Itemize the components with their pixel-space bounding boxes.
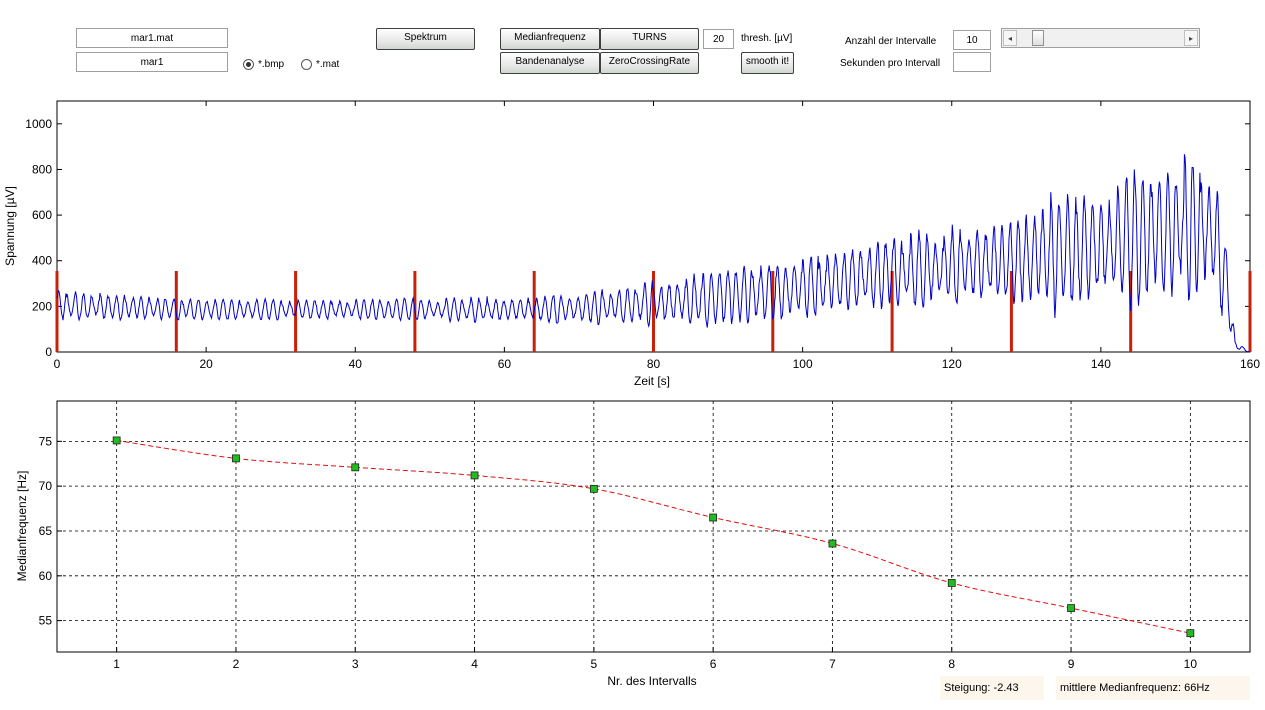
median-point <box>828 539 837 548</box>
format-label-bmp: *.bmp <box>258 59 285 70</box>
format-radio-bmp[interactable] <box>243 59 254 70</box>
signal-xtick-label: 80 <box>647 357 661 371</box>
turns-button[interactable]: TURNS <box>600 28 699 50</box>
median-ylabel: Medianfrequenz [Hz] <box>15 471 29 582</box>
spektrum-button[interactable]: Spektrum <box>376 28 475 50</box>
median-xtick-label: 6 <box>710 657 717 671</box>
median-ytick-label: 60 <box>39 569 53 583</box>
median-point <box>709 513 718 522</box>
signal-ytick-label: 800 <box>32 162 52 176</box>
zerocrossingrate-button[interactable]: ZeroCrossingRate <box>600 52 699 74</box>
median-point <box>947 579 956 587</box>
median-point <box>1186 629 1195 638</box>
signal-chart: 0 20 40 60 80 100 120 140 160 0 200 400 600 800 1000 Z… <box>3 100 1260 388</box>
signal-xtick-label: 160 <box>1240 357 1260 371</box>
signal-ytick-label: 0 <box>45 345 52 359</box>
median-xtick-label: 2 <box>233 657 240 671</box>
median-plot-area <box>56 400 1251 653</box>
signal-xlabel: Zeit [s] <box>634 374 670 388</box>
median-xlabel: Nr. des Intervalls <box>607 674 696 688</box>
seconds-per-interval-label: Sekunden pro Intervall <box>840 58 941 69</box>
signal-xtick-label: 60 <box>498 357 512 371</box>
signal-ytick-label: 600 <box>32 208 52 222</box>
median-ytick-label: 75 <box>39 434 53 448</box>
slope-label: Steigung: <box>944 682 991 694</box>
signal-xtick-label: 100 <box>793 357 813 371</box>
signal-ylabel: Spannung [µV] <box>3 186 17 266</box>
signal-ytick-label: 200 <box>32 299 52 313</box>
format-label-mat: *.mat <box>316 59 340 70</box>
signal-xtick-label: 20 <box>199 357 213 371</box>
median-xtick-label: 9 <box>1068 657 1075 671</box>
slider-thumb[interactable] <box>1032 30 1044 46</box>
interval-slider[interactable]: ◂ ▸ <box>1001 28 1200 48</box>
signal-ytick-label: 400 <box>32 254 52 268</box>
median-xtick-label: 4 <box>471 657 478 671</box>
median-line <box>116 439 1191 634</box>
signal-xtick-label: 120 <box>942 357 962 371</box>
base-filename-field[interactable] <box>76 52 228 72</box>
median-ytick-label: 70 <box>39 479 53 493</box>
signal-xtick-label: 140 <box>1091 357 1111 371</box>
slider-left-arrow-icon[interactable]: ◂ <box>1003 30 1017 46</box>
median-ytick-label: 65 <box>39 524 53 538</box>
mat-filename-field[interactable] <box>76 28 228 48</box>
mean-median-value: 66Hz <box>1184 682 1210 694</box>
median-ytick-label: 55 <box>39 614 53 628</box>
smooth-button[interactable]: smooth it! <box>741 52 794 74</box>
thresh-field[interactable] <box>703 29 734 49</box>
medianfrequenz-button[interactable]: Medianfrequenz <box>500 28 600 50</box>
slope-value: -2.43 <box>993 682 1019 694</box>
median-point <box>232 454 240 463</box>
median-xtick-label: 10 <box>1184 657 1198 671</box>
median-point <box>589 484 598 493</box>
slope-readout: Steigung: -2.43 <box>940 676 1044 700</box>
seconds-per-interval-field[interactable] <box>953 52 991 72</box>
median-xtick-label: 1 <box>113 657 120 671</box>
interval-count-field[interactable] <box>953 30 991 50</box>
bandenanalyse-button[interactable]: Bandenanalyse <box>500 52 600 74</box>
mean-median-readout: mittlere Medianfrequenz: 66Hz <box>1056 676 1250 700</box>
median-xtick-label: 7 <box>829 657 836 671</box>
slider-right-arrow-icon[interactable]: ▸ <box>1184 30 1198 46</box>
median-chart: 1 2 3 4 5 6 7 8 9 10 55 60 65 70 75 Nr. des Intervalls… <box>15 400 1251 688</box>
signal-xtick-label: 0 <box>54 357 61 371</box>
median-xtick-label: 3 <box>352 657 359 671</box>
mean-median-label: mittlere Medianfrequenz: <box>1060 682 1182 694</box>
signal-xtick-label: 40 <box>349 357 363 371</box>
format-radio-mat[interactable] <box>301 59 312 70</box>
signal-trace <box>56 154 1250 353</box>
median-point <box>351 463 360 472</box>
median-xtick-label: 5 <box>591 657 598 671</box>
interval-count-label: Anzahl der Intervalle <box>845 36 937 47</box>
median-point <box>470 471 479 480</box>
median-point <box>1067 604 1075 612</box>
thresh-label: thresh. [µV] <box>741 33 793 44</box>
median-xtick-label: 8 <box>948 657 955 671</box>
median-point <box>112 436 121 445</box>
signal-ytick-label: 1000 <box>25 117 52 131</box>
